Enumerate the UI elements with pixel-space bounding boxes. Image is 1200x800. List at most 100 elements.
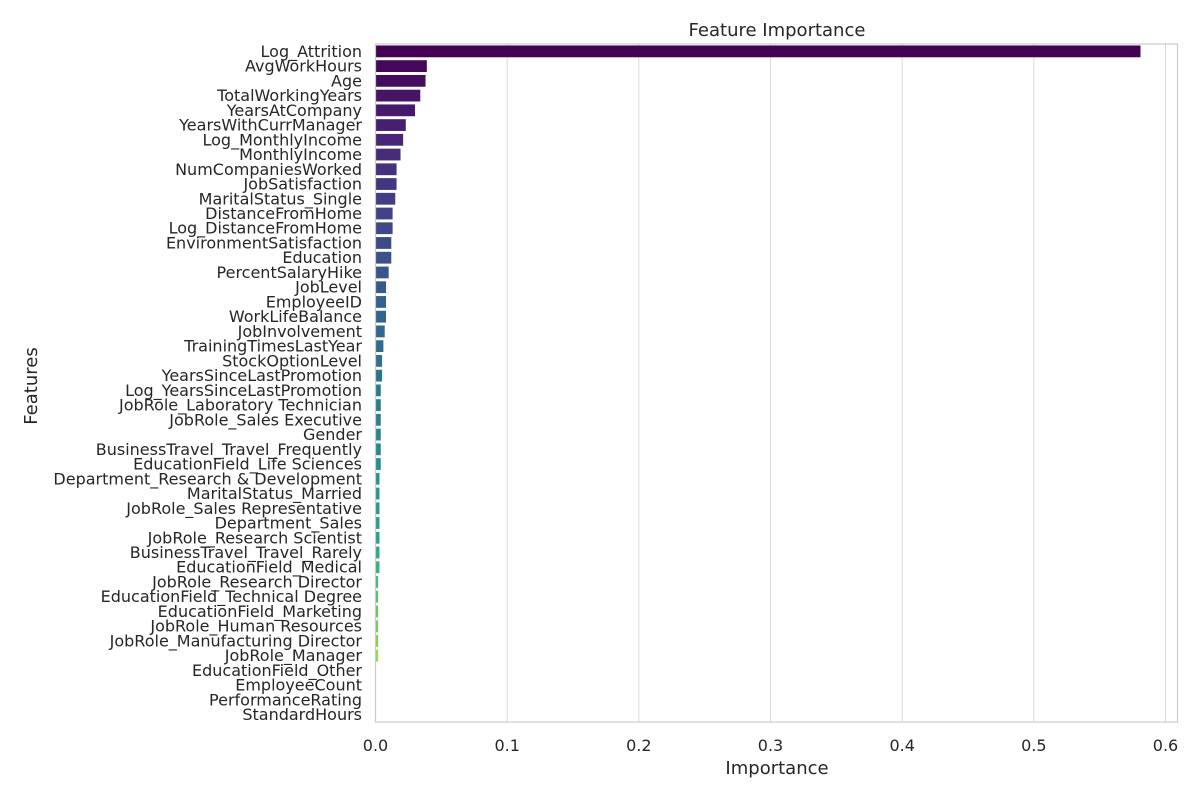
bar	[375, 576, 379, 588]
bar	[375, 281, 387, 294]
bar	[375, 251, 392, 264]
bar	[375, 163, 397, 176]
bars	[375, 45, 1141, 662]
y-tick-label: PerformanceRating	[209, 690, 362, 709]
bar	[375, 266, 389, 279]
bar	[375, 635, 379, 647]
x-tick-label: 0.0	[363, 736, 388, 755]
bar	[375, 178, 397, 190]
y-tick-label: JobRole_Manager	[224, 646, 363, 666]
y-tick-label: YearsWithCurrManager	[178, 116, 362, 135]
bar	[375, 45, 1141, 58]
y-tick-label: AvgWorkHours	[245, 57, 362, 76]
x-tick-label: 0.5	[1021, 736, 1046, 755]
y-axis-label: Features	[21, 347, 42, 424]
x-tick-label: 0.2	[626, 736, 651, 755]
plot-frame	[374, 43, 1179, 723]
y-tick-label: Log_DistanceFromHome	[169, 219, 362, 239]
y-tick-label: Age	[331, 71, 362, 90]
bar	[375, 443, 381, 456]
y-tick-label: Department_Research & Development	[53, 469, 362, 489]
y-tick-label: MaritalStatus_Married	[187, 484, 362, 504]
bar	[375, 74, 426, 87]
y-tick-label: BusinessTravel_Travel_Frequently	[96, 440, 362, 460]
x-tick-label: 0.6	[1153, 736, 1178, 755]
bar	[375, 310, 387, 323]
y-tick-label: EnvironmentSatisfaction	[166, 233, 362, 252]
y-tick-label: Department_Sales	[215, 514, 362, 534]
y-tick-label: WorkLifeBalance	[229, 307, 362, 326]
bar	[375, 207, 393, 220]
chart-title: Feature Importance	[689, 20, 866, 41]
y-tick-label: TrainingTimesLastYear	[183, 337, 362, 356]
bar	[375, 458, 381, 470]
bar	[375, 296, 387, 308]
bar	[375, 369, 383, 382]
y-tick-label: EducationField_Technical Degree	[101, 587, 362, 607]
y-tick-labels: Log_AttritionAvgWorkHoursAgeTotalWorking…	[53, 42, 362, 724]
y-tick-label: JobLevel	[294, 278, 362, 297]
y-tick-label: JobSatisfaction	[242, 175, 362, 194]
x-tick-labels: 0.0 0.1 0.2 0.3 0.4 0.5 0.6	[363, 736, 1178, 755]
y-tick-label: YearsSinceLastPromotion	[161, 366, 362, 385]
bar	[375, 605, 379, 618]
bar	[375, 148, 401, 161]
bar	[375, 60, 427, 73]
bar	[375, 428, 381, 441]
x-axis-label: Importance	[725, 758, 828, 779]
y-tick-label: NumCompaniesWorked	[175, 160, 362, 179]
y-tick-label: BusinessTravel_Travel_Rarely	[130, 543, 362, 563]
bar	[375, 620, 379, 633]
bar	[375, 325, 385, 338]
x-tick-label: 0.4	[889, 736, 914, 755]
bar	[375, 502, 380, 515]
bar	[375, 561, 380, 574]
bar	[375, 531, 380, 544]
y-tick-label: JobRole_Sales Executive	[168, 410, 362, 430]
y-tick-label: EmployeeCount	[235, 676, 362, 695]
y-tick-label: JobRole_Manufacturing Director	[109, 631, 363, 651]
bar	[375, 472, 380, 485]
y-tick-label: Log_YearsSinceLastPromotion	[125, 381, 362, 401]
bar	[375, 399, 381, 412]
bar	[375, 487, 380, 500]
bar	[375, 546, 380, 559]
y-tick-label: MaritalStatus_Single	[199, 189, 362, 209]
y-tick-label: Education	[282, 248, 362, 267]
y-tick-label: MonthlyIncome	[239, 145, 362, 164]
y-tick-label: EducationField_Medical	[176, 558, 362, 578]
bar	[375, 413, 381, 426]
bar	[375, 237, 392, 249]
bar	[375, 89, 421, 102]
bar	[375, 354, 383, 367]
y-tick-label: Log_Attrition	[261, 42, 362, 62]
y-tick-label: PercentSalaryHike	[217, 263, 362, 282]
y-tick-label: Gender	[303, 425, 362, 444]
bar	[375, 119, 406, 131]
y-tick-label: YearsAtCompany	[226, 101, 362, 120]
y-tick-label: TotalWorkingYears	[216, 86, 362, 105]
x-tick-label: 0.1	[494, 736, 519, 755]
bar	[375, 384, 381, 397]
x-tick-label: 0.3	[758, 736, 783, 755]
y-tick-label: DistanceFromHome	[205, 204, 362, 223]
y-tick-label: JobRole_Research Director	[151, 572, 362, 592]
bar	[375, 192, 396, 205]
y-tick-label: StockOptionLevel	[222, 351, 362, 370]
grid-lines	[506, 44, 1166, 722]
y-tick-label: JobRole_Research Scientist	[147, 528, 362, 548]
y-tick-label: StandardHours	[242, 705, 362, 724]
y-tick-label: JobRole_Human Resources	[149, 617, 362, 637]
bar	[375, 133, 404, 146]
y-tick-label: EducationField_Marketing	[158, 602, 362, 622]
y-tick-label: JobInvolvement	[237, 322, 362, 341]
y-tick-label: Log_MonthlyIncome	[202, 130, 362, 150]
bar	[375, 590, 379, 603]
y-tick-label: JobRole_Laboratory Technician	[118, 396, 362, 416]
y-tick-label: EducationField_Other	[192, 661, 362, 681]
bar	[375, 517, 380, 529]
bar	[375, 222, 393, 235]
y-tick-label: JobRole_Sales Representative	[125, 499, 362, 519]
bar	[375, 104, 415, 117]
